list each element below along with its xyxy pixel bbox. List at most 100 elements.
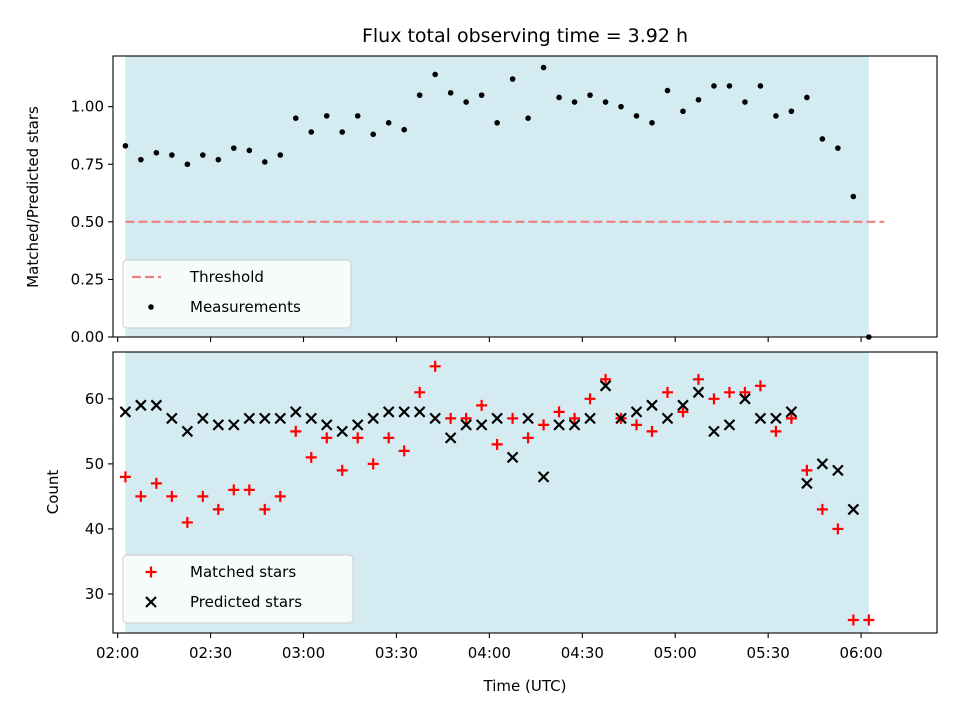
measurement-point xyxy=(153,149,160,156)
x-tick-label: 06:00 xyxy=(839,644,882,662)
matched-star-point xyxy=(290,425,302,437)
predicted-star-point xyxy=(460,419,472,431)
predicted-star-point xyxy=(491,412,503,425)
measurement-point xyxy=(664,87,671,94)
predicted-star-point xyxy=(429,412,441,425)
legend: Matched stars Predicted stars xyxy=(122,554,354,624)
matched-star-point xyxy=(553,406,565,418)
matched-star-point xyxy=(631,419,643,431)
matched-star-point xyxy=(569,412,581,424)
measurement-point xyxy=(385,119,392,126)
measurement-point xyxy=(323,113,330,119)
matched-star-point xyxy=(522,432,534,444)
matched-star-point xyxy=(739,386,751,398)
matched-star-point xyxy=(863,614,875,626)
matched-star-point xyxy=(274,490,286,502)
y-tick-label: 0.75 xyxy=(71,155,104,173)
matched-star-point xyxy=(150,477,162,489)
matched-star-point xyxy=(243,484,255,496)
measurement-point xyxy=(571,99,578,105)
predicted-star-point xyxy=(398,406,410,418)
legend-label: Threshold xyxy=(189,268,264,286)
x-tick-label: 05:30 xyxy=(747,644,790,662)
measurement-point xyxy=(556,94,562,101)
measurement-point xyxy=(680,108,686,115)
x-tick-label: 03:00 xyxy=(282,644,325,662)
measurement-point xyxy=(819,136,826,142)
predicted-star-point xyxy=(274,412,287,425)
x-axis-title: Time (UTC) xyxy=(483,677,567,695)
x-tick-label: 05:00 xyxy=(654,644,697,662)
predicted-star-point xyxy=(537,471,550,483)
legend-label: Matched stars xyxy=(190,563,296,581)
x-tick-label: 02:00 xyxy=(96,644,139,662)
legend: Threshold Measurements xyxy=(122,259,352,329)
matched-star-point xyxy=(228,484,240,496)
predicted-star-point xyxy=(320,419,333,431)
measurement-point xyxy=(138,156,144,163)
predicted-star-point xyxy=(785,406,798,418)
measurement-point xyxy=(231,145,237,151)
predicted-star-point xyxy=(382,406,395,418)
matched-star-point xyxy=(367,458,379,470)
measurement-point xyxy=(416,92,423,98)
predicted-star-point xyxy=(243,412,256,425)
top-y-axis-title: Matched/Predicted stars xyxy=(24,106,42,288)
predicted-star-point xyxy=(522,412,534,425)
measurement-point xyxy=(308,129,315,135)
measurement-point xyxy=(850,193,857,200)
predicted-star-point xyxy=(615,412,627,425)
measurement-point xyxy=(339,129,346,135)
predicted-star-point xyxy=(506,451,519,464)
measurement-point xyxy=(649,119,655,126)
measurement-point xyxy=(618,103,624,110)
measurement-point xyxy=(432,71,438,78)
predicted-star-point xyxy=(259,412,271,425)
ratio-panel: 0.00 0.25 0.50 0.75 1.00 Threshold Measurement… xyxy=(71,55,938,346)
y-tick-label: 60 xyxy=(85,390,104,408)
predicted-star-point xyxy=(584,412,596,425)
predicted-star-point xyxy=(568,419,581,431)
measurement-point xyxy=(773,113,779,119)
matched-star-point xyxy=(460,412,472,424)
matched-star-point xyxy=(259,503,271,515)
measurement-point xyxy=(200,152,206,158)
predicted-star-point xyxy=(661,412,674,425)
measurement-point xyxy=(695,96,702,103)
predicted-star-point xyxy=(723,419,736,431)
measurement-point xyxy=(354,113,361,119)
predicted-star-point xyxy=(754,412,767,425)
matched-star-point xyxy=(600,373,612,385)
matched-star-point xyxy=(491,438,503,450)
legend-box xyxy=(122,259,352,329)
y-tick-label: 0.00 xyxy=(71,328,104,346)
predicted-star-point xyxy=(413,406,426,418)
legend-marker-swatch xyxy=(145,566,157,578)
measurement-point xyxy=(122,143,129,149)
matched-star-point xyxy=(429,360,441,372)
y-tick-label: 50 xyxy=(85,455,104,473)
predicted-star-point xyxy=(801,477,813,490)
measurement-point xyxy=(509,76,516,82)
predicted-star-point xyxy=(166,412,178,425)
measurement-point xyxy=(757,83,764,89)
measurement-point xyxy=(525,115,531,121)
y-tick-label: 0.25 xyxy=(71,270,104,288)
legend-marker-swatch xyxy=(148,304,154,310)
predicted-star-point xyxy=(599,380,612,392)
panel-frame xyxy=(112,351,938,634)
y-tick-label: 0.50 xyxy=(71,213,104,231)
predicted-star-point xyxy=(181,425,194,438)
panel-frame xyxy=(112,55,938,338)
predicted-star-point xyxy=(692,386,705,399)
matched-star-point xyxy=(197,490,209,502)
matched-star-point xyxy=(723,386,735,398)
measurement-point xyxy=(277,152,284,158)
measurement-point xyxy=(169,152,175,158)
measurement-point xyxy=(292,115,299,121)
predicted-star-point xyxy=(212,419,225,431)
matched-star-point xyxy=(181,516,193,528)
matched-star-point xyxy=(476,399,488,411)
data-points xyxy=(119,360,875,626)
x-tick-label: 02:30 xyxy=(189,644,232,662)
